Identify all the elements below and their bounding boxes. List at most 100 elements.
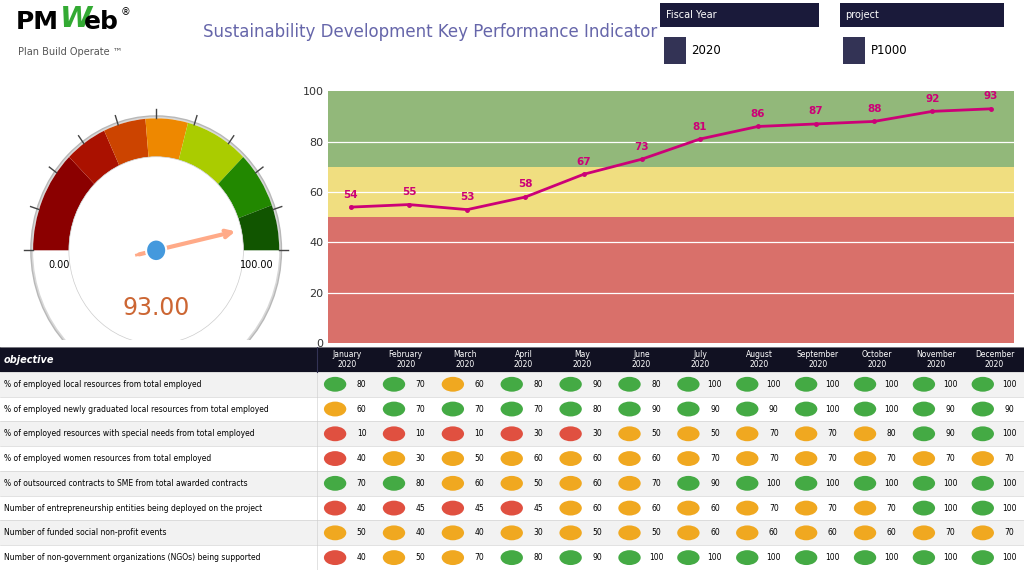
Text: 90: 90: [710, 479, 720, 488]
Text: 50: 50: [592, 528, 602, 538]
Text: 70: 70: [1005, 454, 1014, 463]
Bar: [0, 520, 1024, 545]
Ellipse shape: [854, 426, 877, 441]
Text: Last 12 Months Performance Trend: Last 12 Months Performance Trend: [534, 71, 808, 85]
Ellipse shape: [441, 526, 464, 540]
Text: 100: 100: [825, 380, 840, 389]
Text: 70: 70: [534, 405, 543, 414]
Text: 90: 90: [945, 429, 955, 438]
Ellipse shape: [324, 451, 346, 466]
Ellipse shape: [559, 451, 582, 466]
Ellipse shape: [324, 500, 346, 515]
Text: % of outsourced contracts to SME from total awarded contracts: % of outsourced contracts to SME from to…: [4, 479, 248, 488]
Text: 70: 70: [827, 429, 838, 438]
Text: 80: 80: [356, 380, 367, 389]
Text: 100: 100: [825, 479, 840, 488]
Ellipse shape: [795, 526, 817, 540]
Text: 90: 90: [945, 405, 955, 414]
Ellipse shape: [501, 451, 523, 466]
Bar: [0, 496, 1024, 520]
Text: 70: 70: [416, 380, 425, 389]
Text: 100: 100: [767, 479, 781, 488]
Ellipse shape: [618, 426, 641, 441]
Text: October
2020: October 2020: [861, 350, 892, 369]
Circle shape: [33, 119, 280, 382]
Text: 60: 60: [592, 503, 602, 512]
Ellipse shape: [324, 426, 346, 441]
Text: 80: 80: [534, 553, 543, 562]
Circle shape: [146, 239, 166, 261]
Text: 70: 70: [651, 479, 660, 488]
Bar: [664, 37, 686, 64]
Text: eb: eb: [84, 10, 119, 34]
Text: 70: 70: [887, 454, 896, 463]
Ellipse shape: [441, 476, 464, 491]
Text: 70: 70: [474, 405, 484, 414]
Text: 54: 54: [344, 190, 358, 199]
Text: 58: 58: [518, 180, 532, 189]
Text: May
2020: May 2020: [572, 350, 592, 369]
Ellipse shape: [441, 451, 464, 466]
Text: 70: 70: [827, 454, 838, 463]
Text: % of employed newly graduated local resources from total employed: % of employed newly graduated local reso…: [4, 405, 269, 414]
Ellipse shape: [677, 377, 699, 392]
Ellipse shape: [501, 426, 523, 441]
Ellipse shape: [736, 526, 759, 540]
Ellipse shape: [501, 377, 523, 392]
Text: project: project: [845, 10, 879, 20]
Ellipse shape: [736, 402, 759, 417]
Ellipse shape: [795, 500, 817, 515]
Bar: [843, 37, 865, 64]
Text: July
2020: July 2020: [690, 350, 710, 369]
Ellipse shape: [972, 526, 994, 540]
Circle shape: [69, 157, 244, 344]
Text: 45: 45: [474, 503, 484, 512]
Ellipse shape: [972, 451, 994, 466]
Text: August
2020: August 2020: [745, 350, 772, 369]
Ellipse shape: [972, 476, 994, 491]
Text: 70: 70: [887, 503, 896, 512]
Ellipse shape: [912, 377, 935, 392]
Text: 100: 100: [1002, 380, 1017, 389]
Text: 100: 100: [1002, 429, 1017, 438]
Text: January
2020: January 2020: [332, 350, 361, 369]
Text: 100: 100: [1002, 503, 1017, 512]
Text: 70: 70: [474, 553, 484, 562]
Text: 50: 50: [651, 528, 660, 538]
Ellipse shape: [559, 377, 582, 392]
Ellipse shape: [441, 550, 464, 565]
Text: April
2020: April 2020: [514, 350, 534, 369]
Ellipse shape: [736, 500, 759, 515]
Text: 60: 60: [592, 479, 602, 488]
Text: % of employed local resources from total employed: % of employed local resources from total…: [4, 380, 202, 389]
Text: 80: 80: [592, 405, 602, 414]
Text: 100: 100: [943, 503, 957, 512]
Ellipse shape: [912, 500, 935, 515]
Text: 10: 10: [356, 429, 367, 438]
Text: 40: 40: [416, 528, 425, 538]
Text: 100: 100: [1002, 553, 1017, 562]
Ellipse shape: [618, 451, 641, 466]
Text: 100: 100: [1002, 479, 1017, 488]
Ellipse shape: [736, 377, 759, 392]
Wedge shape: [104, 119, 148, 165]
Text: 60: 60: [592, 454, 602, 463]
Text: 100: 100: [825, 405, 840, 414]
Text: 70: 70: [416, 405, 425, 414]
Ellipse shape: [618, 402, 641, 417]
Text: 92: 92: [925, 94, 940, 104]
Wedge shape: [33, 157, 94, 250]
Text: 80: 80: [416, 479, 425, 488]
Ellipse shape: [972, 402, 994, 417]
Text: June
2020: June 2020: [632, 350, 651, 369]
Text: 100: 100: [885, 479, 899, 488]
Ellipse shape: [854, 451, 877, 466]
Ellipse shape: [795, 426, 817, 441]
Ellipse shape: [383, 426, 406, 441]
Ellipse shape: [677, 500, 699, 515]
Text: 100: 100: [825, 553, 840, 562]
Ellipse shape: [441, 426, 464, 441]
Text: 86: 86: [751, 109, 765, 119]
Ellipse shape: [854, 526, 877, 540]
Ellipse shape: [972, 377, 994, 392]
